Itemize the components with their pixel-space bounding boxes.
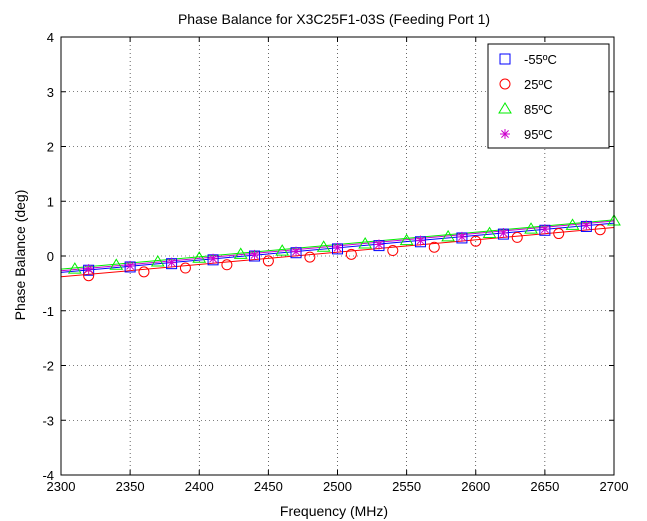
x-axis-label: Frequency (MHz) [280,503,388,519]
legend-marker-square [499,53,511,65]
data-point-circle [179,262,191,274]
x-tick-label: 2700 [600,479,629,494]
legend-label: 25ºC [524,77,553,92]
data-point-circle [553,228,565,240]
data-point-circle [511,231,523,243]
data-point-star [373,239,384,250]
data-point-triangle [524,222,538,234]
data-point-triangle [150,255,165,267]
series-markers [67,213,621,282]
data-point-circle [387,245,399,257]
data-point-star [208,253,219,264]
data-point-triangle [233,247,248,259]
data-point-star [249,249,260,260]
y-tick-label: -4 [42,468,54,483]
data-point-triangle [275,244,290,256]
data-point-star [498,228,509,239]
legend-marker-triangle [498,102,512,114]
data-point-circle [262,255,274,267]
data-point-star [166,257,177,268]
data-point-triangle [565,218,580,230]
y-tick-label: -2 [42,359,54,374]
x-tick-label: 2350 [116,479,145,494]
legend: -55ºC 25ºC 85ºC 95ºC [487,43,610,149]
data-point-triangle [316,240,331,252]
data-point-star [456,231,467,242]
y-tick-label: 2 [47,140,54,155]
x-tick-label: 2500 [323,479,352,494]
data-point-star [83,264,94,275]
y-tick-label: -3 [42,413,54,428]
y-tick-label: 0 [47,249,54,264]
y-tick-label: 4 [47,30,54,45]
data-point-triangle [192,251,207,263]
data-point-circle [138,266,150,278]
legend-label: 95ºC [524,127,553,142]
data-point-star [581,220,592,231]
x-tick-label: 2450 [254,479,283,494]
x-tick-label: 2400 [185,479,214,494]
data-point-circle [470,235,482,247]
data-point-triangle [109,258,124,270]
legend-label: 85ºC [524,102,553,117]
data-point-triangle [67,262,82,274]
axis-ticks: 2300 2350 2400 2450 2500 2550 2600 2650 2700 -4 -3… [42,30,628,494]
x-tick-label: 2300 [47,479,76,494]
y-axis-label: Phase Balance (deg) [12,190,28,321]
data-point-star [125,260,136,271]
x-tick-label: 2600 [461,479,490,494]
data-point-circle [428,241,440,253]
data-point-star [415,235,426,246]
data-point-circle [594,224,606,236]
data-point-triangle [482,226,497,239]
y-tick-label: 3 [47,85,54,100]
data-point-triangle [358,236,373,249]
data-point-circle [304,251,316,263]
data-point-triangle [441,229,455,242]
data-point-circle [345,248,357,260]
x-tick-label: 2650 [530,479,559,494]
y-tick-label: -1 [42,304,54,319]
legend-items: -55ºC 25ºC 85ºC 95ºC [498,52,557,142]
legend-label: -55ºC [524,52,557,67]
data-point-triangle [399,233,414,246]
data-point-circle [221,259,233,271]
data-point-star [291,246,302,257]
legend-marker-circle [499,78,511,90]
x-tick-label: 2550 [392,479,421,494]
data-point-star [332,242,343,253]
y-tick-label: 1 [47,194,54,209]
chart-title: Phase Balance for X3C25F1-03S (Feeding P… [178,11,490,27]
data-point-star [539,224,550,235]
legend-marker-star [500,129,510,139]
